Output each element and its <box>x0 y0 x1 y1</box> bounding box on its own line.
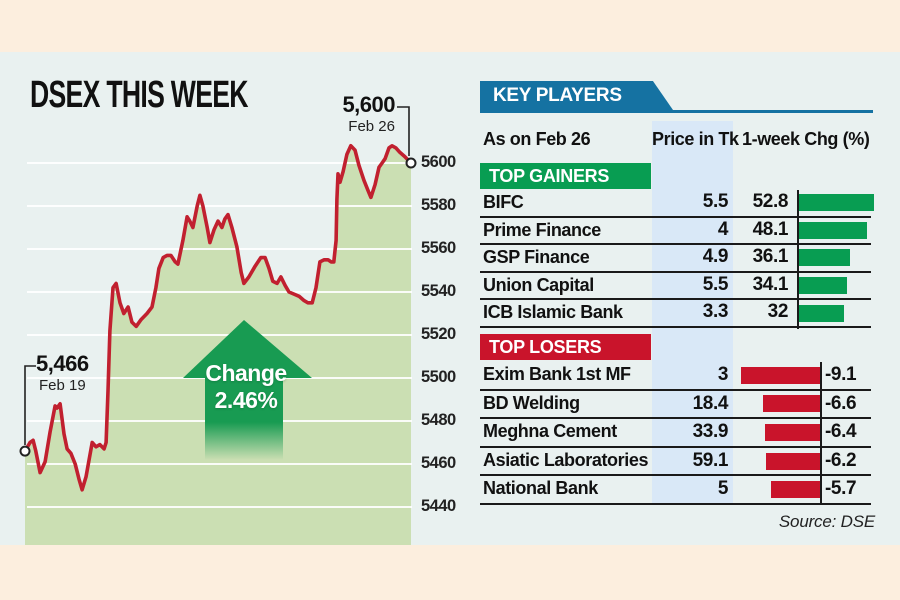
change-word: Change <box>205 360 287 386</box>
bottom-band <box>0 545 900 600</box>
column-header-asof: As on Feb 26 <box>483 129 591 149</box>
start-annotation: 5,466 Feb 19 <box>36 352 89 394</box>
price-value: 5.5 <box>702 191 729 212</box>
start-value: 5,466 <box>36 351 89 376</box>
page-title: DSEX THIS WEEK <box>30 74 249 116</box>
change-bar <box>764 423 821 441</box>
price-value: 5.5 <box>702 273 729 295</box>
change-bar <box>799 304 845 322</box>
y-axis-label: 5500 <box>421 368 456 386</box>
change-bar <box>740 366 821 384</box>
stock-name: ICB Islamic Bank <box>483 302 623 323</box>
change-value: 32 <box>767 301 789 323</box>
change-bar <box>762 395 821 413</box>
change-percent: 2.46% <box>214 387 278 413</box>
stock-name: Exim Bank 1st MF <box>483 364 631 384</box>
index-line <box>23 144 413 492</box>
column-header-price: Price in Tk <box>652 129 739 149</box>
table-row: BD Welding 18.4 -6.6 <box>480 391 871 420</box>
change-value: 52.8 <box>752 191 789 212</box>
change-value: 36.1 <box>752 246 789 268</box>
end-marker <box>405 157 417 169</box>
table-row: BIFC 5.5 52.8 <box>480 190 874 218</box>
y-axis-label: 5540 <box>421 282 456 300</box>
stock-name: BIFC <box>483 192 524 212</box>
end-value: 5,600 <box>342 92 395 117</box>
price-value: 5 <box>717 478 729 500</box>
table-row: GSP Finance 4.9 36.1 <box>480 245 871 273</box>
change-bar <box>799 277 848 295</box>
y-axis-label: 5480 <box>421 411 456 429</box>
top-band <box>0 0 900 52</box>
stock-name: GSP Finance <box>483 247 590 268</box>
price-value: 3 <box>717 364 729 385</box>
change-value: -6.6 <box>825 392 857 414</box>
dsex-line-chart <box>19 106 417 546</box>
losers-baseline <box>820 362 822 505</box>
price-value: 3.3 <box>702 301 729 323</box>
y-axis-label: 5460 <box>421 454 456 472</box>
table-row: Asiatic Laboratories 59.1 -6.2 <box>480 448 871 477</box>
losers-table: Exim Bank 1st MF 3 -9.1 BD Welding 18.4 -6.6 M… <box>480 362 871 505</box>
gainers-table: BIFC 5.5 52.8 Prime Finance 4 48.1 GSP Finance… <box>480 190 874 328</box>
change-bar <box>766 452 821 470</box>
column-header-change: 1-week Chg (%) <box>742 129 870 149</box>
key-players-underline <box>480 110 873 113</box>
change-bar <box>799 221 868 239</box>
price-value: 4.9 <box>702 246 729 268</box>
top-losers-label: TOP LOSERS <box>489 337 602 357</box>
table-row: ICB Islamic Bank 3.3 32 <box>480 300 871 328</box>
price-value: 59.1 <box>692 449 729 471</box>
end-date: Feb 26 <box>348 118 395 136</box>
change-value: -5.7 <box>825 478 857 500</box>
arrow-shaft <box>205 376 283 460</box>
stock-name: Prime Finance <box>483 219 601 240</box>
y-axis-label: 5560 <box>421 239 456 257</box>
change-bar <box>770 481 821 499</box>
change-value: -9.1 <box>825 364 857 385</box>
table-row: Prime Finance 4 48.1 <box>480 218 871 246</box>
gainers-baseline <box>797 190 799 329</box>
start-date: Feb 19 <box>39 377 86 395</box>
start-callout-line <box>24 365 36 445</box>
table-row: Union Capital 5.5 34.1 <box>480 273 871 301</box>
top-gainers-banner: TOP GAINERS <box>480 163 651 189</box>
stock-name: Asiatic Laboratories <box>483 449 649 470</box>
y-axis-label: 5580 <box>421 196 456 214</box>
y-axis-label: 5440 <box>421 497 456 515</box>
y-axis-label: 5600 <box>421 153 456 171</box>
change-value: 34.1 <box>752 273 789 295</box>
stock-name: BD Welding <box>483 392 580 413</box>
change-bar <box>799 194 874 212</box>
table-row: Exim Bank 1st MF 3 -9.1 <box>480 362 871 391</box>
stock-name: Meghna Cement <box>483 421 617 442</box>
y-axis-label: 5520 <box>421 325 456 343</box>
price-column-highlight <box>652 121 733 505</box>
key-players-banner: KEY PLAYERS <box>480 81 673 110</box>
change-value: -6.4 <box>825 421 857 443</box>
price-value: 18.4 <box>692 392 729 414</box>
stock-name: Union Capital <box>483 274 594 295</box>
start-marker <box>19 445 31 457</box>
change-value: -6.2 <box>825 449 857 471</box>
change-bar <box>799 249 851 267</box>
key-players-title: KEY PLAYERS <box>493 85 622 106</box>
price-value: 4 <box>717 218 729 240</box>
table-row: National Bank 5 -5.7 <box>480 476 871 505</box>
table-row: Meghna Cement 33.9 -6.4 <box>480 419 871 448</box>
change-value: 48.1 <box>752 218 789 240</box>
price-value: 33.9 <box>692 421 729 443</box>
source-credit: Source: DSE <box>778 512 875 531</box>
top-gainers-label: TOP GAINERS <box>489 166 610 186</box>
end-callout-line <box>397 106 410 156</box>
stock-name: National Bank <box>483 478 598 499</box>
up-arrow-icon <box>183 320 312 378</box>
end-annotation: 5,600 Feb 26 <box>315 93 395 135</box>
change-callout: Change 2.46% <box>186 360 306 414</box>
top-losers-banner: TOP LOSERS <box>480 334 651 360</box>
